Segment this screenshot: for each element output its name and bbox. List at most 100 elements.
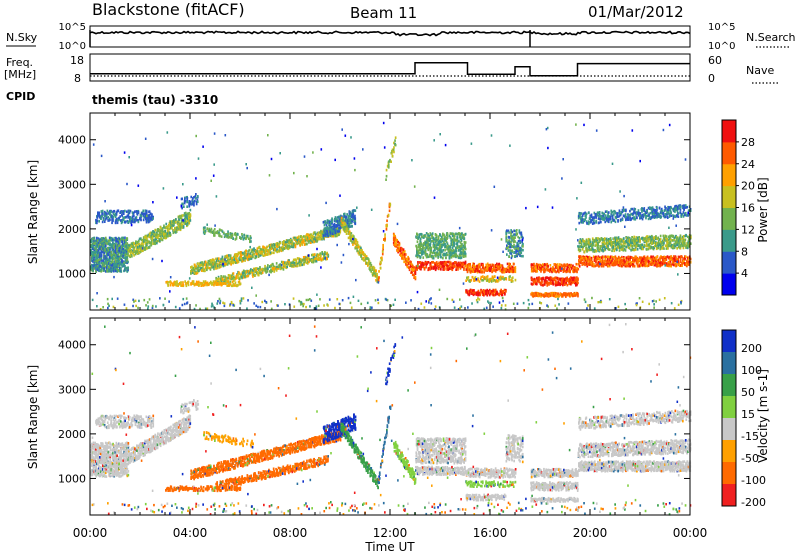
data-cell	[123, 249, 125, 253]
data-cell	[500, 288, 502, 292]
data-cell	[458, 263, 461, 266]
data-cell	[324, 251, 326, 255]
data-cell	[140, 247, 143, 251]
data-cell	[151, 216, 154, 220]
data-cell	[315, 259, 318, 263]
data-cell	[486, 262, 489, 266]
data-cell	[245, 255, 248, 258]
data-cell	[447, 250, 450, 253]
data-cell	[332, 229, 335, 233]
data-cell	[288, 259, 290, 262]
data-cell	[152, 217, 154, 220]
data-cell	[442, 232, 444, 236]
data-cell	[304, 260, 306, 263]
data-cell	[393, 146, 395, 149]
data-cell	[501, 293, 504, 297]
data-cell	[349, 212, 351, 216]
freq-tick-bottom: 8	[74, 72, 81, 85]
data-cell	[432, 266, 435, 269]
data-cell	[272, 264, 275, 268]
data-cell	[301, 263, 304, 267]
data-cell	[517, 240, 520, 243]
data-cell	[300, 235, 302, 239]
data-cell	[438, 262, 441, 266]
data-cell	[284, 265, 287, 268]
data-cell	[148, 246, 151, 249]
data-cell	[98, 220, 100, 223]
data-cell	[502, 267, 505, 270]
data-cell	[115, 219, 118, 222]
data-cell	[259, 254, 262, 257]
data-cell	[235, 253, 237, 256]
data-cell	[366, 257, 369, 260]
data-cell	[473, 279, 475, 282]
power-data-layer	[90, 121, 692, 311]
data-cell	[343, 220, 346, 223]
data-cell	[108, 257, 111, 261]
data-cell	[96, 219, 99, 223]
data-cell	[212, 229, 215, 233]
data-cell	[120, 254, 123, 257]
data-cell	[403, 260, 405, 264]
data-cell	[442, 256, 444, 260]
data-cell	[408, 257, 410, 261]
data-cell	[118, 242, 121, 245]
data-cell	[259, 271, 261, 275]
data-cell	[100, 268, 103, 271]
data-cell	[244, 270, 246, 273]
data-cell	[282, 248, 284, 252]
data-cell	[432, 245, 435, 248]
data-cell	[105, 216, 108, 220]
data-cell	[98, 269, 101, 273]
data-cell	[237, 252, 240, 256]
data-cell	[463, 266, 465, 269]
station-title: Blackstone (fitACF)	[92, 0, 245, 19]
data-cell	[249, 238, 251, 241]
data-cell	[505, 237, 508, 240]
data-cell	[188, 202, 190, 205]
data-cell	[122, 216, 125, 220]
data-cell	[121, 262, 123, 266]
data-cell	[288, 244, 291, 248]
data-cell	[165, 232, 168, 235]
data-cell	[123, 256, 125, 259]
data-cell	[563, 269, 565, 273]
data-cell	[430, 233, 432, 236]
data-cell	[167, 284, 169, 287]
data-cell	[261, 248, 263, 251]
data-cell	[133, 242, 136, 246]
data-cell	[440, 268, 442, 271]
data-cell	[432, 242, 435, 245]
data-cell	[111, 269, 114, 272]
data-cell	[185, 284, 188, 288]
data-cell	[451, 243, 454, 246]
data-cell	[244, 259, 246, 262]
data-cell	[223, 231, 225, 235]
data-cell	[176, 222, 179, 225]
data-cell	[492, 276, 494, 280]
data-cell	[180, 225, 183, 229]
data-cell	[450, 237, 453, 240]
data-cell	[437, 235, 440, 238]
data-cell	[402, 253, 404, 257]
data-cell	[298, 264, 301, 267]
data-cell	[431, 232, 434, 235]
data-cell	[264, 264, 266, 268]
data-cell	[352, 210, 355, 213]
data-cell	[218, 231, 220, 234]
data-cell	[429, 232, 432, 235]
data-cell	[353, 235, 355, 238]
data-cell	[331, 232, 334, 236]
data-cell	[347, 227, 350, 231]
data-cell	[533, 262, 535, 266]
data-cell	[284, 262, 287, 265]
data-cell	[190, 266, 192, 269]
data-cell	[272, 266, 275, 270]
data-cell	[350, 215, 353, 219]
data-cell	[519, 239, 521, 243]
data-cell	[210, 230, 213, 234]
data-cell	[446, 268, 448, 271]
data-cell	[104, 259, 107, 262]
data-cell	[132, 245, 134, 248]
data-cell	[165, 236, 168, 240]
